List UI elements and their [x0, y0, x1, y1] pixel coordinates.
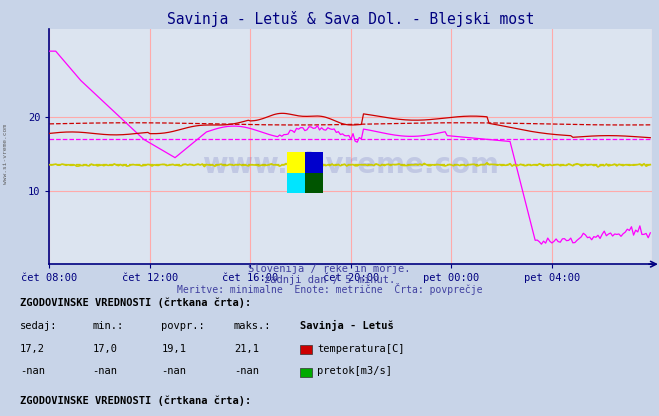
Text: Savinja - Letuš: Savinja - Letuš	[300, 319, 393, 331]
Text: pretok[m3/s]: pretok[m3/s]	[317, 366, 392, 376]
Text: ZGODOVINSKE VREDNOSTI (črtkana črta):: ZGODOVINSKE VREDNOSTI (črtkana črta):	[20, 395, 251, 406]
Text: www.si-vreme.com: www.si-vreme.com	[202, 151, 500, 179]
Text: Slovenija / reke in morje.: Slovenija / reke in morje.	[248, 265, 411, 275]
Bar	[287, 152, 304, 193]
Text: min.:: min.:	[92, 321, 123, 331]
Text: Meritve: minimalne  Enote: metrične  Črta: povprečje: Meritve: minimalne Enote: metrične Črta:…	[177, 283, 482, 295]
Title: Savinja - Letuš & Sava Dol. - Blejski most: Savinja - Letuš & Sava Dol. - Blejski mo…	[167, 10, 534, 27]
Text: -nan: -nan	[92, 366, 117, 376]
Bar	[304, 152, 323, 193]
Text: 17,2: 17,2	[20, 344, 45, 354]
Text: ZGODOVINSKE VREDNOSTI (črtkana črta):: ZGODOVINSKE VREDNOSTI (črtkana črta):	[20, 297, 251, 308]
Bar	[287, 152, 304, 173]
Bar	[304, 173, 323, 193]
Text: -nan: -nan	[20, 366, 45, 376]
Text: 21,1: 21,1	[234, 344, 259, 354]
Text: 19,1: 19,1	[161, 344, 186, 354]
Text: zadnji dan / 5 minut.: zadnji dan / 5 minut.	[264, 275, 395, 285]
Text: 17,0: 17,0	[92, 344, 117, 354]
Text: sedaj:: sedaj:	[20, 321, 57, 331]
Text: temperatura[C]: temperatura[C]	[317, 344, 405, 354]
Text: www.si-vreme.com: www.si-vreme.com	[3, 124, 8, 184]
Text: -nan: -nan	[161, 366, 186, 376]
Text: maks.:: maks.:	[234, 321, 272, 331]
Text: -nan: -nan	[234, 366, 259, 376]
Text: povpr.:: povpr.:	[161, 321, 205, 331]
